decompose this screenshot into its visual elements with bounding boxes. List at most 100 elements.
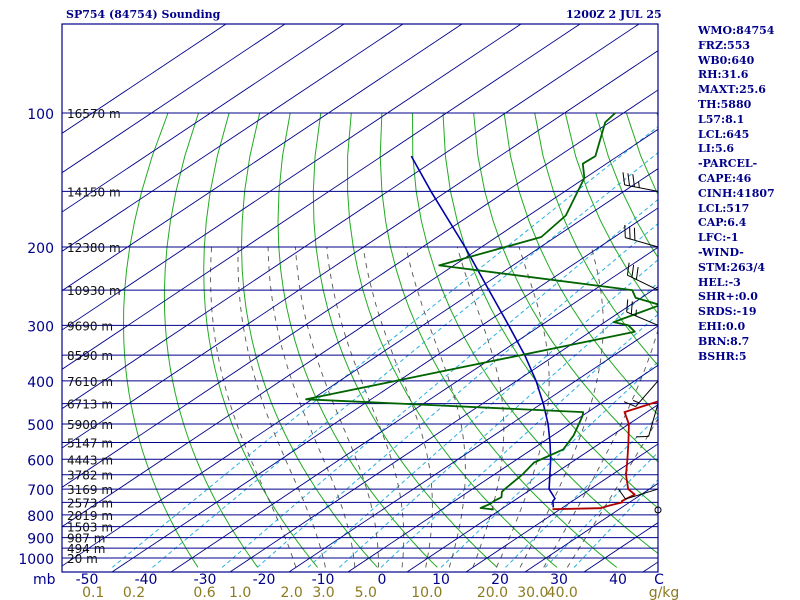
moist-adiabat — [496, 246, 550, 568]
stat-line: LCL:645 — [698, 127, 750, 141]
temperature-tick-label: -40 — [135, 572, 158, 588]
barb-half-flag — [635, 309, 637, 316]
pressure-tick-label: 700 — [27, 483, 54, 499]
dry-adiabat — [277, 112, 438, 568]
stat-line: WB0:640 — [698, 53, 755, 67]
isotherm — [465, 443, 658, 572]
pressure-tick-label: 1000 — [18, 552, 54, 568]
mixing-ratio-line — [505, 415, 658, 568]
pressure-tick-label: 100 — [27, 107, 54, 123]
dry-adiabat — [564, 112, 658, 315]
dry-adiabat — [203, 112, 318, 568]
barb-flag — [627, 173, 631, 186]
isotherm — [62, 24, 286, 174]
moist-adiabat — [362, 246, 433, 568]
height-label: 12380 m — [67, 241, 121, 255]
dry-adiabat — [163, 112, 259, 568]
barb-staff — [627, 274, 659, 291]
stat-line: EHI:0.0 — [698, 319, 746, 333]
temperature-tick-label: 30 — [550, 572, 568, 588]
barb-staff — [635, 380, 659, 407]
height-label: 9690 m — [67, 319, 113, 333]
mixing-ratio-label: 5.0 — [355, 585, 377, 600]
mixing-ratio-label: 40.0 — [547, 585, 578, 600]
barb-flag — [632, 174, 635, 187]
barb-staff — [625, 237, 659, 248]
mixing-ratio-label: 0.2 — [123, 585, 145, 600]
pressure-tick-label: 400 — [27, 375, 54, 391]
barb-staff — [625, 488, 659, 500]
dry-adiabat — [122, 112, 199, 568]
isotherm — [62, 24, 345, 213]
plot-frame — [61, 23, 659, 573]
stat-line: HEL:-3 — [698, 275, 741, 289]
isotherm — [62, 24, 227, 134]
height-label: 8590 m — [67, 349, 113, 363]
temperature-tick-label: 20 — [491, 572, 509, 588]
stat-line: -PARCEL- — [698, 157, 758, 171]
pressure-tick-label: 300 — [27, 319, 54, 335]
temperature-tick-label: -30 — [194, 572, 217, 588]
wind-barb — [617, 488, 659, 500]
isotherm — [62, 24, 404, 252]
height-label: 16570 m — [67, 107, 121, 121]
isotherm — [62, 50, 658, 449]
isotherm — [111, 207, 658, 572]
pressure-tick-label: 800 — [27, 509, 54, 525]
height-label: 3782 m — [67, 469, 113, 483]
isotherm — [524, 482, 658, 572]
dry-adiabat — [442, 112, 658, 509]
barb-flag — [630, 301, 633, 315]
mixing-ratio-line — [256, 223, 658, 568]
height-label: 5900 m — [67, 418, 113, 432]
temperature-tick-label: 0 — [378, 572, 387, 588]
stat-line: BRN:8.7 — [698, 334, 750, 348]
stat-line: TH:5880 — [698, 97, 752, 111]
barb-staff — [626, 311, 659, 326]
height-label: 2019 m — [67, 509, 113, 523]
dewpoint-trace — [305, 112, 658, 511]
calm-marker — [654, 506, 662, 514]
stat-line: CAP:6.4 — [698, 216, 747, 230]
mixing-ratio-label: 3.0 — [312, 585, 334, 600]
stat-line: SHR+:0.0 — [698, 290, 758, 304]
barb-flag — [622, 172, 626, 185]
temperature-tick-label: C — [654, 572, 664, 588]
dry-adiabat — [503, 112, 658, 416]
pressure-unit-label: mb — [33, 572, 56, 588]
barb-half-flag — [638, 181, 640, 188]
mixing-ratio-label: 2.0 — [280, 585, 302, 600]
stat-line: BSHR:5 — [698, 349, 747, 363]
isotherm — [347, 364, 658, 572]
mixing-ratio-label: 0.6 — [193, 585, 215, 600]
temperature-tick-label: -20 — [253, 572, 276, 588]
isotherm — [288, 325, 658, 572]
stat-line: LI:5.6 — [698, 142, 735, 156]
mixing-ratio-line — [544, 451, 658, 568]
height-label: 494 m — [67, 542, 105, 556]
dry-adiabat — [312, 112, 498, 568]
stat-line: -WIND- — [698, 245, 744, 259]
moist-adiabat — [267, 246, 356, 568]
stat-line: RH:31.6 — [698, 68, 749, 82]
dry-adiabat — [240, 112, 378, 568]
isotherm — [62, 24, 581, 370]
barb-half-flag — [632, 399, 640, 404]
stat-line: LCL:517 — [698, 201, 750, 215]
isotherm — [62, 168, 658, 567]
isotherm — [62, 24, 640, 410]
chart-title: SP754 (84754) Sounding — [66, 8, 221, 21]
wind-barb — [654, 506, 662, 514]
height-label: 1503 m — [67, 521, 113, 535]
parcel-trace — [410, 155, 556, 508]
mixing-ratio-label: 30.0 — [517, 585, 548, 600]
barb-flag — [617, 488, 626, 500]
chart-time: 1200Z 2 JUL 25 — [566, 8, 662, 21]
barb-flag — [631, 264, 635, 278]
moist-adiabat — [326, 246, 405, 568]
pressure-tick-label: 900 — [27, 532, 54, 548]
isotherm — [229, 286, 658, 572]
mixing-ratio-label: g/kg — [649, 585, 680, 600]
